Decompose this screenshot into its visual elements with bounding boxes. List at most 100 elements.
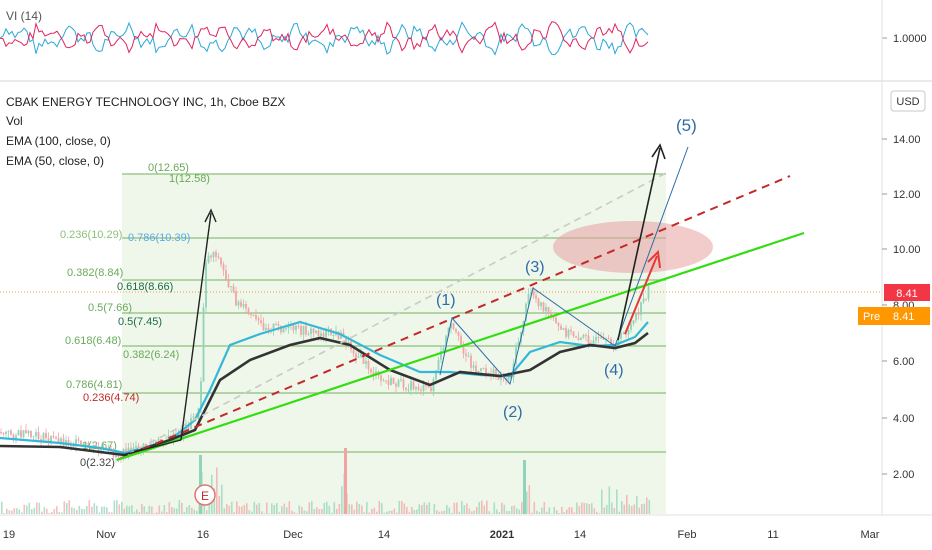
symbol-title[interactable]: CBAK ENERGY TECHNOLOGY INC, 1h, Cboe BZX (6, 95, 285, 109)
volume-bar (381, 503, 383, 514)
candle-body (232, 286, 235, 292)
candle-body (527, 294, 530, 304)
candle-body (257, 318, 260, 321)
volume-bar (316, 507, 318, 514)
price-tick-label: 10.00 (893, 244, 921, 256)
volume-bar (331, 512, 333, 514)
candle-body (37, 432, 40, 440)
resistance-trendline (116, 175, 791, 461)
candle-body (265, 327, 267, 331)
earnings-marker[interactable]: E (194, 484, 216, 506)
candle-body (510, 376, 512, 378)
volume-bar (351, 504, 353, 514)
volume-bar (231, 501, 233, 514)
volume-bar (403, 503, 406, 514)
volume-bar (371, 508, 373, 514)
volume-bar (41, 511, 43, 514)
volume-bar (571, 507, 573, 514)
candle-body (0, 432, 2, 433)
volume-bar (391, 510, 393, 514)
volume-bar (261, 511, 263, 514)
candle-body (627, 329, 630, 335)
candle-body (390, 377, 392, 385)
vi-minus-line (0, 21, 649, 54)
volume-bar (526, 491, 528, 514)
volume-bar (43, 507, 46, 514)
volume-bar (488, 511, 491, 514)
candle-body (235, 291, 237, 306)
candle-body (570, 329, 572, 332)
candle-body (80, 440, 82, 445)
wave-label-1: (1) (436, 292, 456, 309)
volume-bar (33, 507, 36, 514)
volume-bar (623, 504, 626, 514)
volume-bar (446, 504, 448, 514)
volume-bar (418, 504, 421, 514)
volume-bar (483, 505, 486, 514)
candle-body (380, 375, 382, 381)
candle-body (52, 436, 55, 438)
legend-ema100[interactable]: EMA (100, close, 0) (6, 134, 111, 148)
price-tick-label: 2.00 (893, 469, 914, 481)
candle-body (47, 438, 50, 442)
volume-bar (36, 502, 38, 514)
candle-body (545, 307, 547, 312)
currency-button[interactable]: USD (890, 90, 926, 112)
candle-body (355, 353, 357, 358)
candle-body (555, 317, 557, 323)
candle-body (640, 301, 642, 315)
candle-body (77, 439, 80, 441)
candle-body (542, 302, 545, 312)
candle-body (560, 325, 562, 330)
volume-bar (503, 504, 506, 514)
volume-bar (471, 511, 473, 514)
volume-bar (206, 510, 208, 514)
volume-bars (1, 448, 651, 514)
volume-bar (608, 486, 611, 514)
candle-body (295, 325, 297, 331)
red-arrow (624, 255, 658, 335)
candle-body (575, 336, 577, 338)
volume-bar (66, 503, 68, 514)
volume-bar (401, 501, 403, 514)
wave-label-5: (5) (676, 116, 697, 135)
volume-bar (606, 504, 608, 514)
candle-body (567, 329, 570, 337)
candle-body (250, 313, 252, 315)
volume-bar (583, 502, 586, 514)
volume-bar (421, 505, 423, 514)
price-badge: 8.41 (884, 284, 930, 301)
volume-bar (213, 488, 216, 514)
candle-body (40, 439, 42, 442)
volume-bar (333, 502, 336, 514)
candle-body (67, 440, 70, 446)
legend-vol[interactable]: Vol (6, 114, 23, 128)
volume-bar (178, 500, 181, 514)
candle-body (530, 292, 532, 295)
candle-body (367, 361, 370, 370)
candle-body (375, 371, 377, 376)
volume-bar (161, 511, 163, 514)
volume-bar (78, 505, 81, 514)
volume-bar (48, 512, 51, 514)
candle-body (532, 292, 535, 296)
candle-body (15, 435, 17, 439)
candle-body (187, 425, 190, 430)
volume-bar (118, 504, 121, 514)
time-axis[interactable]: 19 Nov 16 Dec 14 2021 14 Feb 11 Mar (3, 529, 880, 541)
volume-bar (366, 502, 368, 514)
red-arrow-head (647, 249, 661, 269)
candle-body (450, 323, 452, 328)
time-tick-label: Dec (283, 529, 303, 541)
fib-label-0382: 0.382(8.84) (67, 267, 123, 279)
volume-bar (443, 510, 446, 514)
volume-bar (163, 505, 166, 514)
volume-bar (91, 506, 93, 514)
candle-body (262, 322, 265, 331)
volume-bar (226, 504, 228, 514)
candle-body (400, 379, 402, 381)
legend-ema50[interactable]: EMA (50, close, 0) (6, 154, 104, 168)
candle-body (70, 445, 72, 447)
